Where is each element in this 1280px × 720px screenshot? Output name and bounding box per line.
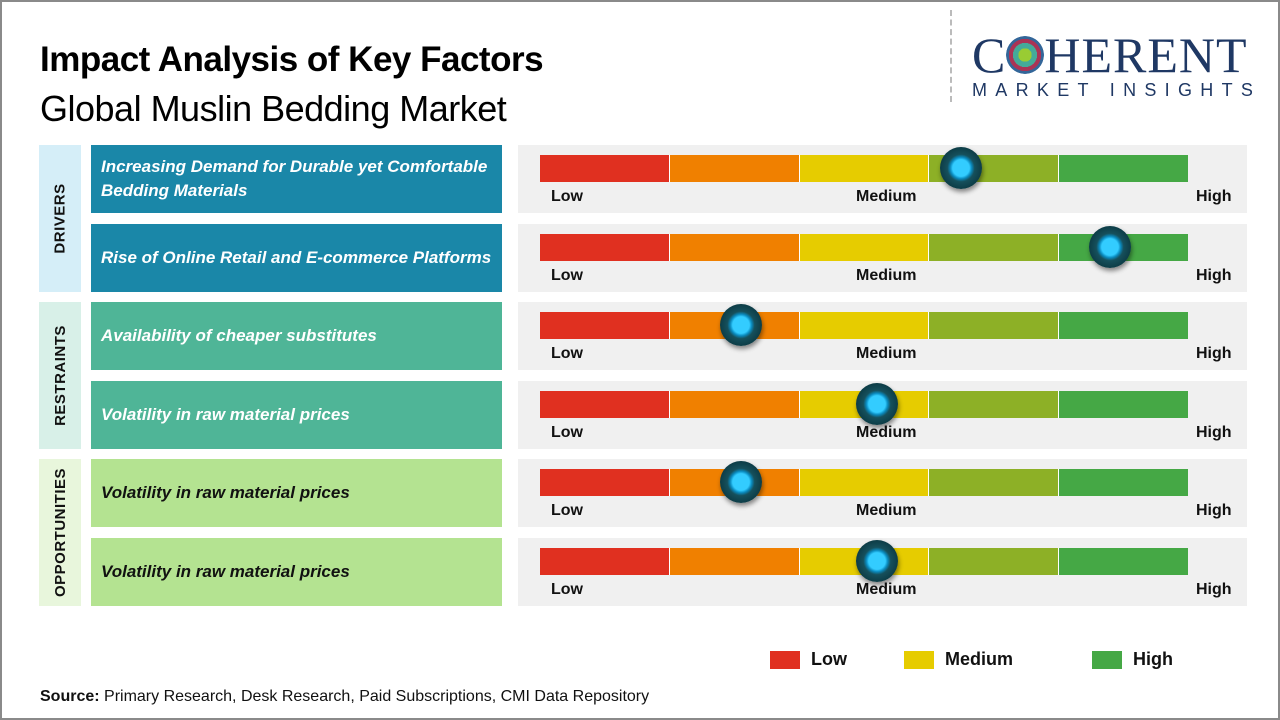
impact-gauge: Low Medium High: [518, 224, 1247, 292]
legend-swatch: [904, 650, 934, 669]
category-label-drivers: DRIVERS: [39, 145, 81, 292]
factor-label: Availability of cheaper substitutes: [91, 302, 502, 370]
factor-label: Volatility in raw material prices: [91, 381, 502, 449]
category-label-opportunities: OPPORTUNITIES: [39, 459, 81, 606]
impact-gauge: Low Medium High: [518, 538, 1247, 606]
scale-segment-low_medium: [669, 391, 800, 418]
scale-segment-high: [1059, 391, 1188, 418]
scale-label-medium: Medium: [856, 581, 917, 598]
impact-gauge: Low Medium High: [518, 459, 1247, 527]
legend-swatch: [1092, 650, 1123, 669]
scale-label-high: High: [1196, 267, 1232, 284]
scale-label-low: Low: [551, 581, 583, 598]
legend-item-medium: Medium: [904, 649, 1013, 670]
scale-segment-low: [540, 234, 670, 261]
scale-label-high: High: [1196, 581, 1232, 598]
scale-segment-low: [540, 548, 670, 575]
scale-segment-medium_high: [929, 469, 1060, 496]
scale-segment-low: [540, 469, 670, 496]
legend-item-low: Low: [770, 649, 847, 670]
scale-label-medium: Medium: [856, 502, 917, 519]
scale-label-low: Low: [551, 502, 583, 519]
scale-segment-low: [540, 312, 670, 339]
impact-scale-bar: [540, 469, 1188, 496]
impact-gauge: Low Medium High: [518, 381, 1247, 449]
scale-segment-medium: [799, 469, 930, 496]
scale-label-low: Low: [551, 267, 583, 284]
scale-segment-high: [1059, 548, 1188, 575]
factor-label: Volatility in raw material prices: [91, 538, 502, 606]
scale-segment-high: [1059, 469, 1188, 496]
factor-label: Volatility in raw material prices: [91, 459, 502, 527]
category-label-restraints: RESTRAINTS: [39, 302, 81, 449]
factor-label: Rise of Online Retail and E-commerce Pla…: [91, 224, 502, 292]
scale-label-high: High: [1196, 345, 1232, 362]
impact-indicator-knob: [1089, 226, 1132, 268]
source-note: Source: Primary Research, Desk Research,…: [40, 688, 650, 705]
scale-segment-medium: [799, 155, 930, 182]
scale-segment-low: [540, 391, 670, 418]
scale-segment-medium_high: [929, 312, 1060, 339]
scale-segment-medium: [799, 312, 930, 339]
legend-item-high: High: [1092, 649, 1173, 670]
scale-label-high: High: [1196, 502, 1232, 519]
impact-indicator-knob: [719, 461, 762, 503]
impact-indicator-knob: [855, 540, 898, 582]
legend-swatch: [770, 650, 800, 669]
scale-label-low: Low: [551, 424, 583, 441]
impact-scale-bar: [540, 312, 1188, 339]
scale-segment-low_medium: [669, 548, 800, 575]
scale-label-low: Low: [551, 188, 583, 205]
legend: Low Medium High: [770, 649, 1173, 670]
scale-label-low: Low: [551, 345, 583, 362]
scale-label-medium: Medium: [856, 345, 917, 362]
impact-indicator-knob: [719, 304, 762, 346]
globe-icon: [1006, 36, 1045, 74]
scale-segment-medium_high: [929, 391, 1060, 418]
scale-label-medium: Medium: [856, 424, 917, 441]
scale-segment-high: [1059, 312, 1188, 339]
scale-segment-low_medium: [669, 155, 800, 182]
scale-label-medium: Medium: [856, 267, 917, 284]
impact-scale-bar: [540, 155, 1188, 182]
scale-segment-high: [1059, 155, 1188, 182]
scale-segment-medium_high: [929, 548, 1060, 575]
company-logo: C HERENT MARKET INSIGHTS: [972, 27, 1262, 100]
page-title: Impact Analysis of Key Factors: [40, 40, 544, 79]
scale-segment-medium_high: [929, 234, 1060, 261]
impact-scale-bar: [540, 234, 1188, 261]
scale-label-medium: Medium: [856, 188, 917, 205]
page-subtitle: Global Muslin Bedding Market: [40, 88, 507, 129]
impact-scale-bar: [540, 391, 1188, 418]
factor-label: Increasing Demand for Durable yet Comfor…: [91, 145, 502, 213]
scale-segment-low: [540, 155, 670, 182]
scale-segment-low_medium: [669, 234, 800, 261]
impact-indicator-knob: [855, 383, 898, 425]
impact-indicator-knob: [940, 147, 983, 189]
impact-gauge: Low Medium High: [518, 302, 1247, 370]
scale-label-high: High: [1196, 188, 1232, 205]
impact-gauge: Low Medium High: [518, 145, 1247, 213]
scale-segment-medium: [799, 234, 930, 261]
scale-label-high: High: [1196, 424, 1232, 441]
divider: [950, 10, 952, 102]
